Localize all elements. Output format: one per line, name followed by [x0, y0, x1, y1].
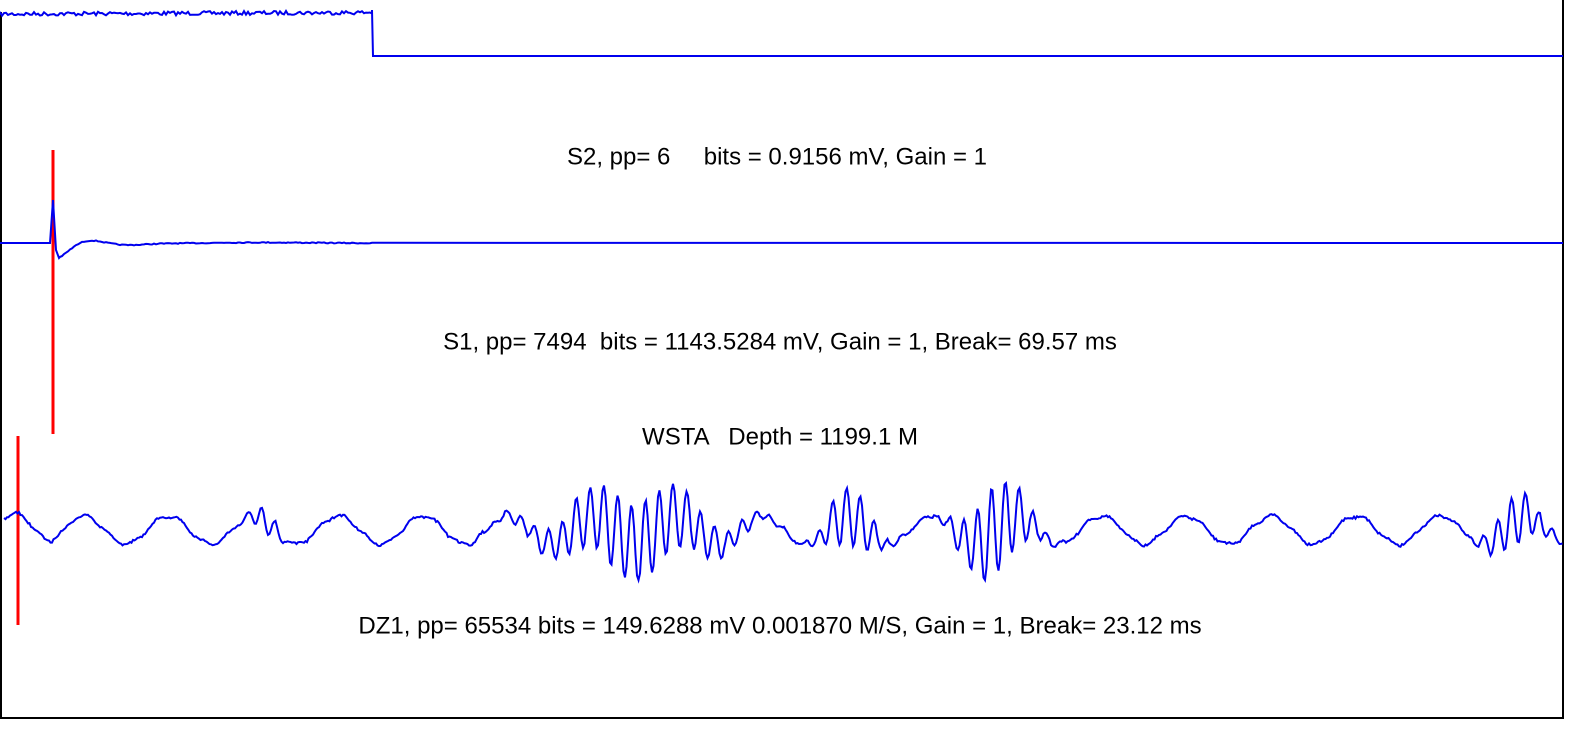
- s2-trace: [0, 9, 1563, 57]
- frame: [0, 0, 1564, 719]
- wsta-label: WSTA Depth = 1199.1 M: [642, 423, 918, 450]
- s2-label: S2, pp= 6 bits = 0.9156 mV, Gain = 1: [567, 143, 987, 170]
- dz1-label: DZ1, pp= 65534 bits = 149.6288 mV 0.0018…: [358, 612, 1201, 639]
- s1-label: S1, pp= 7494 bits = 1143.5284 mV, Gain =…: [443, 328, 1117, 355]
- dz1-trace: [3, 481, 1563, 584]
- s1-trace: [0, 199, 1564, 260]
